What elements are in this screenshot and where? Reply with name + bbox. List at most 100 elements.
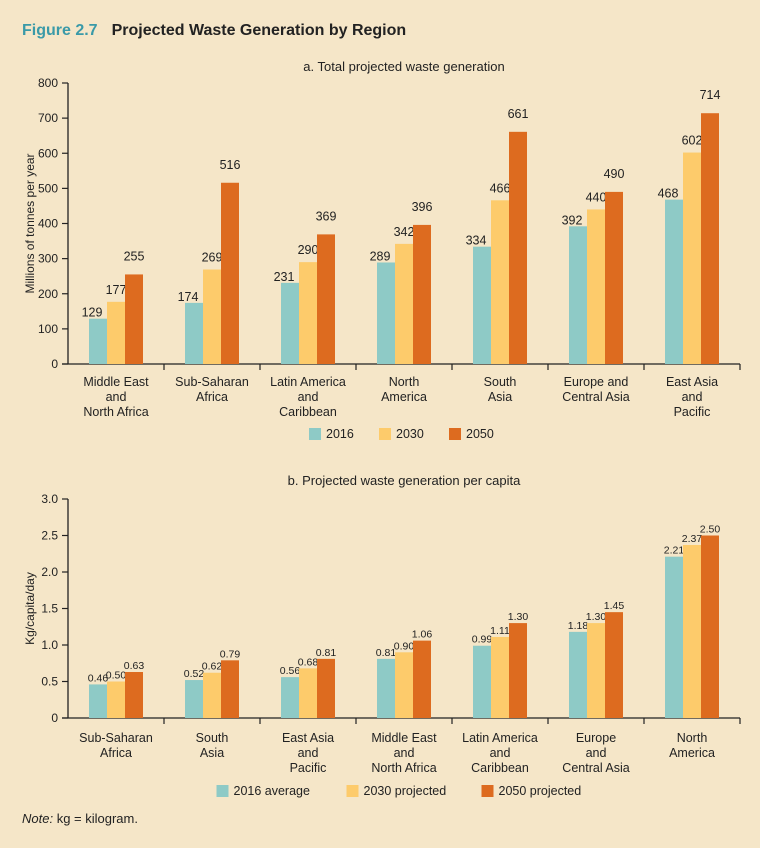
legend-swatch <box>379 428 391 440</box>
data-label: 342 <box>394 225 415 239</box>
data-label: 290 <box>298 243 319 257</box>
x-tick-label: and <box>586 746 607 760</box>
y-tick-label: 400 <box>38 217 58 231</box>
data-label: 661 <box>508 107 529 121</box>
bar-2030 <box>587 209 605 364</box>
y-tick-label: 100 <box>38 322 58 336</box>
bar-2016 <box>665 199 683 364</box>
bar-2016-average <box>473 645 491 718</box>
x-tick-label: Asia <box>200 746 224 760</box>
bar-2030-projected <box>491 636 509 718</box>
data-label: 255 <box>124 249 145 263</box>
y-axis-label: Kg/capita/day <box>23 572 37 645</box>
bar-2050 <box>509 131 527 364</box>
bar-2050 <box>221 182 239 364</box>
x-tick-label: Caribbean <box>279 405 337 419</box>
bar-2050-projected <box>317 658 335 718</box>
bar-2050 <box>701 113 719 365</box>
data-label: 1.30 <box>508 611 529 623</box>
bar-2050-projected <box>509 623 527 718</box>
y-tick-label: 300 <box>38 252 58 266</box>
bar-2050-projected <box>125 672 143 718</box>
bar-2016 <box>89 318 107 364</box>
data-label: 2.50 <box>700 524 721 536</box>
data-label: 602 <box>682 134 703 148</box>
x-tick-label: Latin America <box>462 731 538 745</box>
legend-label: 2050 <box>466 427 494 441</box>
data-label: 0.52 <box>184 668 205 680</box>
data-label: 1.11 <box>490 625 510 637</box>
data-label: 177 <box>106 283 127 297</box>
note-text: kg = kilogram. <box>53 811 138 826</box>
data-label: 1.18 <box>568 620 589 632</box>
bar-2030-projected <box>683 544 701 718</box>
data-label: 0.99 <box>472 634 493 646</box>
x-tick-label: Latin America <box>270 375 346 389</box>
data-label: 2.21 <box>664 545 685 557</box>
legend-swatch <box>309 428 321 440</box>
x-tick-label: East Asia <box>282 731 334 745</box>
bar-2030 <box>683 152 701 364</box>
data-label: 468 <box>658 187 679 201</box>
legend-label: 2016 <box>326 427 354 441</box>
x-tick-label: and <box>298 390 319 404</box>
data-label: 714 <box>700 88 721 102</box>
x-tick-label: Sub-Saharan <box>175 375 249 389</box>
bar-2030-projected <box>395 652 413 718</box>
y-tick-label: 1.0 <box>41 638 58 652</box>
x-tick-label: Sub-Saharan <box>79 731 153 745</box>
legend-swatch <box>216 785 229 797</box>
legend-label: 2016 average <box>234 784 311 798</box>
legend-swatch <box>449 428 461 440</box>
data-label: 516 <box>220 158 241 172</box>
data-label: 0.56 <box>280 665 301 677</box>
x-tick-label: South <box>196 731 229 745</box>
data-label: 231 <box>274 270 295 284</box>
y-tick-label: 200 <box>38 287 58 301</box>
bar-2030 <box>299 262 317 364</box>
data-label: 440 <box>586 190 607 204</box>
data-label: 392 <box>562 213 583 227</box>
note-label: Note: <box>22 811 54 826</box>
bar-2050-projected <box>701 535 719 718</box>
x-tick-label: Central Asia <box>562 761 629 775</box>
note: Note: kg = kilogram. <box>22 811 138 826</box>
bar-2050 <box>605 191 623 364</box>
x-tick-label: Pacific <box>674 405 711 419</box>
bar-2030-projected <box>203 672 221 718</box>
data-label: 174 <box>178 290 199 304</box>
bar-2050 <box>317 234 335 364</box>
x-tick-label: and <box>106 390 127 404</box>
y-tick-label: 0.5 <box>41 675 58 689</box>
data-label: 0.79 <box>220 648 241 660</box>
data-label: 0.62 <box>202 661 223 673</box>
data-label: 334 <box>466 234 487 248</box>
y-tick-label: 0 <box>51 711 58 725</box>
data-label: 369 <box>316 209 337 223</box>
bar-2016 <box>569 226 587 364</box>
x-tick-label: North <box>389 375 420 389</box>
x-tick-label: Pacific <box>290 761 327 775</box>
data-label: 129 <box>82 306 103 320</box>
data-label: 0.63 <box>124 660 145 672</box>
y-tick-label: 500 <box>38 181 58 195</box>
y-tick-label: 3.0 <box>41 492 58 506</box>
data-label: 289 <box>370 249 391 263</box>
x-tick-label: South <box>484 375 517 389</box>
x-tick-label: Middle East <box>83 375 149 389</box>
x-tick-label: East Asia <box>666 375 718 389</box>
x-tick-label: America <box>381 390 427 404</box>
y-axis-label: Millions of tonnes per year <box>23 153 37 293</box>
bar-2016-average <box>377 658 395 718</box>
data-label: 466 <box>490 181 511 195</box>
data-label: 0.68 <box>298 656 319 668</box>
bar-2030 <box>395 243 413 364</box>
legend-label: 2050 projected <box>499 784 582 798</box>
y-tick-label: 2.0 <box>41 565 58 579</box>
data-label: 269 <box>202 251 223 265</box>
x-tick-label: Africa <box>196 390 228 404</box>
chart-title: b. Projected waste generation per capita <box>288 473 521 488</box>
bar-2030-projected <box>107 681 125 718</box>
